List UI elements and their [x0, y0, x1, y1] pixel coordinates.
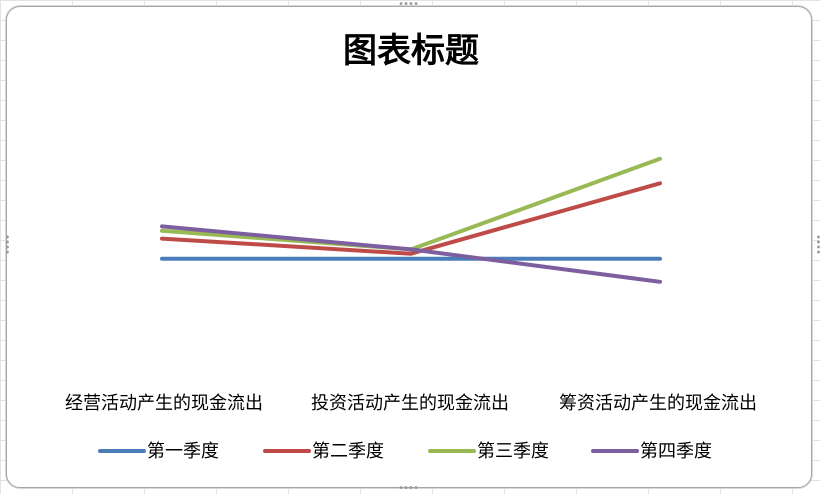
legend-label-1[interactable]: 第一季度 [147, 441, 219, 462]
series-line-4[interactable] [160, 224, 662, 284]
resize-handle-right[interactable]: ∙∙∙∙ [812, 234, 820, 255]
chart-object[interactable] [6, 6, 812, 488]
legend-label-2[interactable]: 第二季度 [312, 441, 384, 462]
legend-label-4[interactable]: 第四季度 [640, 441, 712, 462]
chart-title[interactable]: 图表标题 [343, 31, 479, 71]
plot-area[interactable] [160, 156, 662, 284]
resize-handle-top[interactable]: ∙∙∙∙ [398, 0, 419, 10]
category-label: 经营活动产生的现金流出 [65, 393, 263, 414]
category-label: 筹资活动产生的现金流出 [559, 393, 757, 414]
legend-label-3[interactable]: 第三季度 [477, 441, 549, 462]
resize-handle-bottom[interactable]: ∙∙∙∙ [398, 483, 419, 494]
category-labels: 经营活动产生的现金流出 投资活动产生的现金流出 筹资活动产生的现金流出 [65, 393, 757, 414]
series-line-2[interactable] [160, 181, 662, 256]
resize-handle-left[interactable]: ∙∙∙∙ [1, 234, 12, 255]
category-label: 投资活动产生的现金流出 [311, 393, 509, 414]
legend[interactable]: 第一季度 第二季度 第三季度 第四季度 [98, 441, 712, 462]
